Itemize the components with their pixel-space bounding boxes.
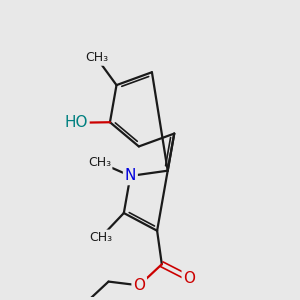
- Text: CH₃: CH₃: [85, 51, 108, 64]
- Text: N: N: [125, 168, 136, 183]
- Text: CH₃: CH₃: [89, 231, 112, 244]
- Text: CH₃: CH₃: [88, 156, 111, 169]
- Text: O: O: [133, 278, 145, 293]
- Text: O: O: [183, 271, 195, 286]
- Text: HO: HO: [64, 115, 88, 130]
